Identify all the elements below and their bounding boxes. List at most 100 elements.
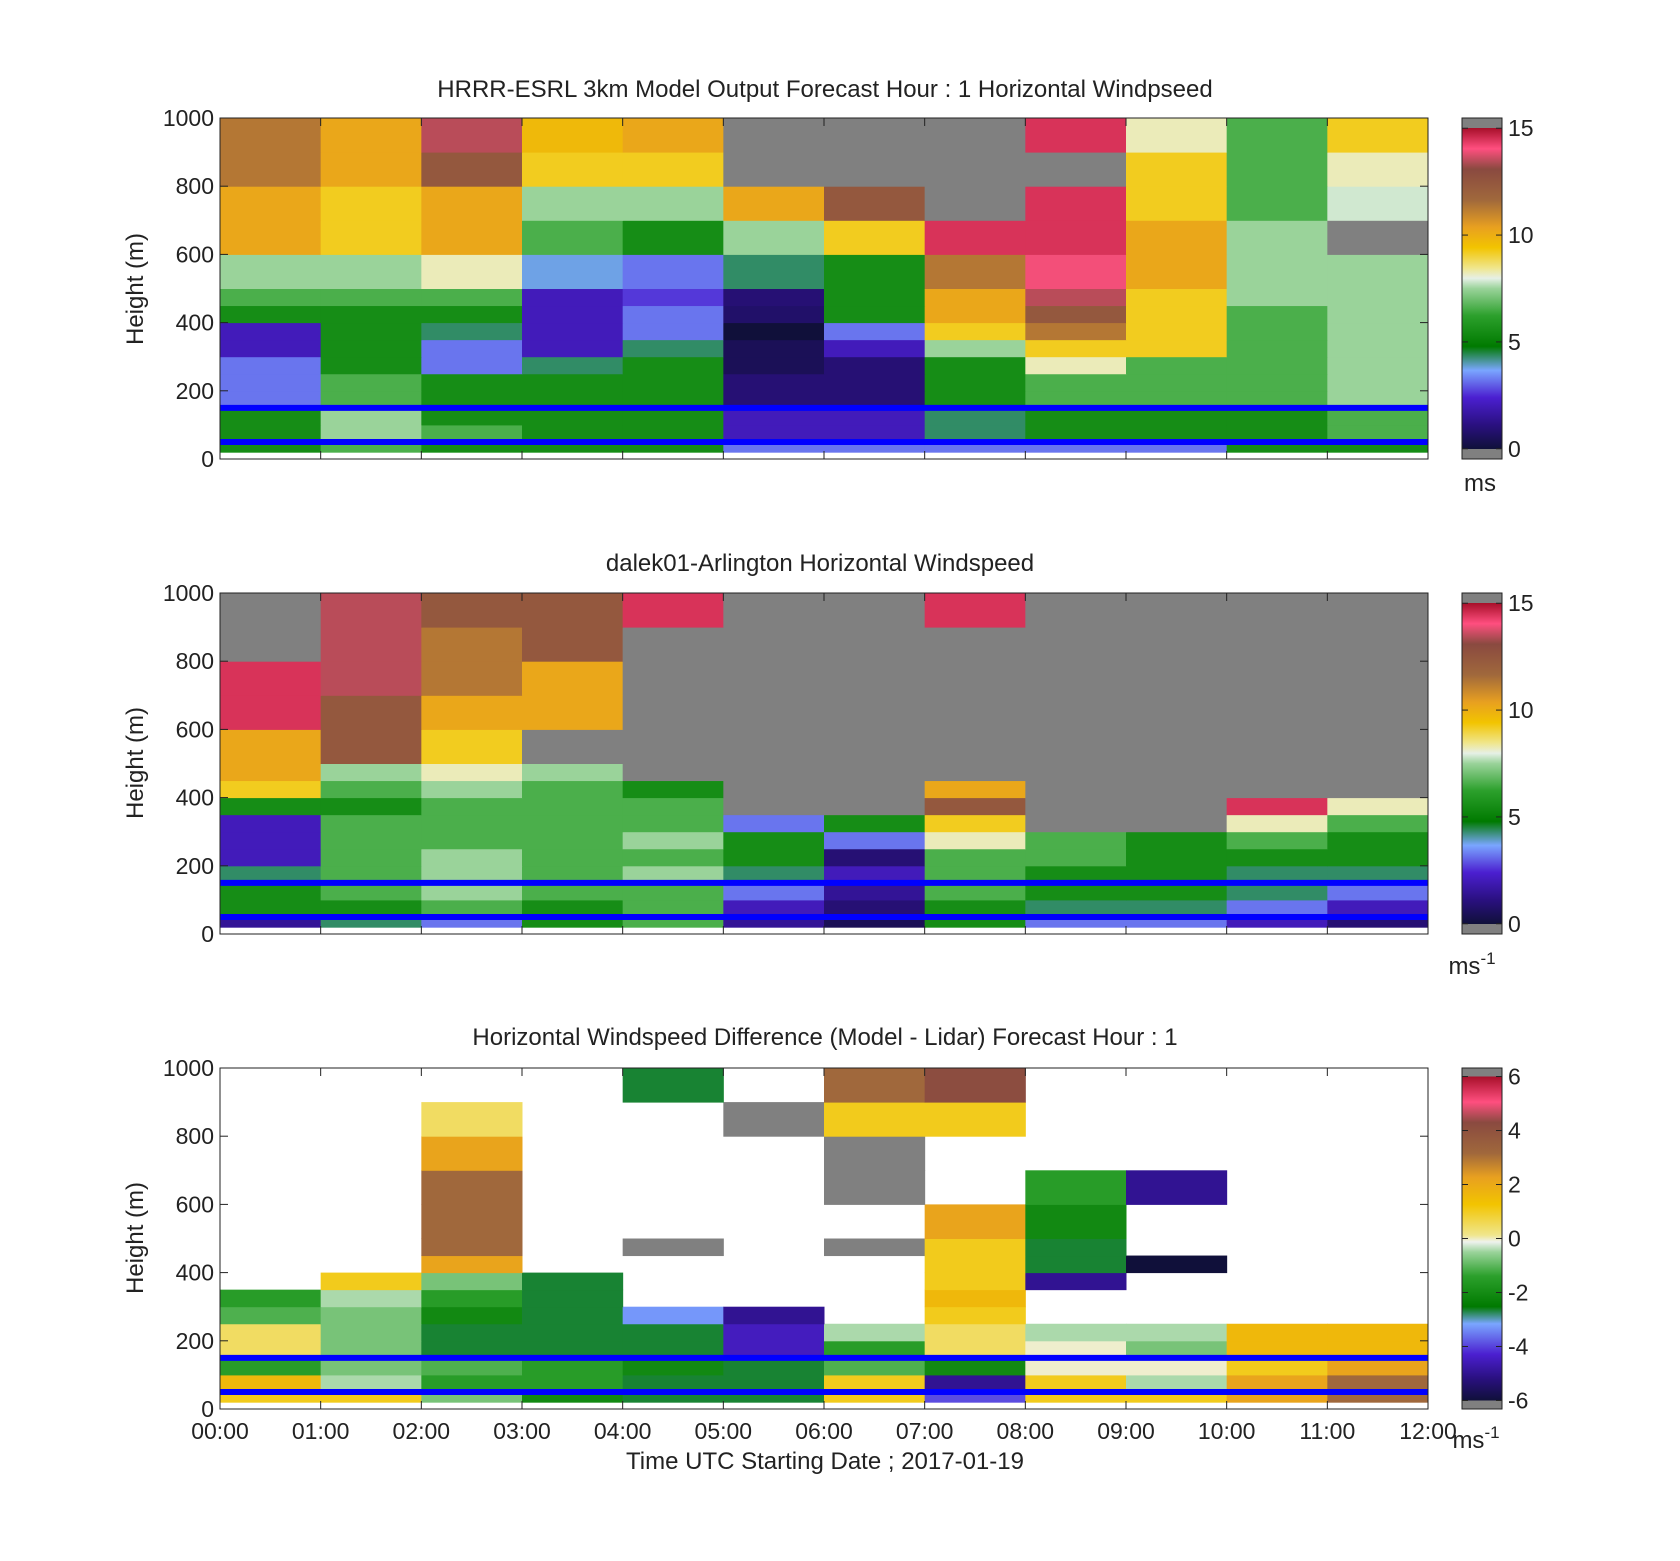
heatmap-cell [421, 848, 523, 867]
heatmap-cell [824, 797, 926, 816]
heatmap-cell [320, 899, 422, 915]
y-tick-label: 400 [176, 1260, 214, 1286]
heatmap-cell [1226, 848, 1328, 867]
heatmap-cell [320, 763, 422, 782]
y-axis-ticks: 0 200 400 600 800 1000 [163, 1055, 1428, 1422]
heatmap-cell [924, 118, 1026, 153]
heatmap-cell [1025, 814, 1127, 833]
heatmap-cell [421, 593, 523, 628]
heatmap-cell [421, 865, 523, 884]
colorbar-tick-label: 2 [1508, 1172, 1521, 1198]
heatmap-cell [1327, 899, 1429, 915]
heatmap-cell [1025, 288, 1127, 307]
heatmap-cell [1025, 1255, 1127, 1274]
heatmap-cell [320, 1306, 422, 1325]
y-axis-ticks: 0 200 400 600 800 1000 [163, 105, 1428, 472]
heatmap-cell [220, 1340, 322, 1359]
heatmap-cell [1226, 339, 1328, 358]
heatmap-cell [824, 407, 926, 426]
heatmap-cell [1226, 1340, 1328, 1359]
heatmap-cell [421, 356, 523, 375]
heatmap-cell [522, 899, 624, 915]
heatmap-cell [924, 882, 1026, 901]
heatmap-cell [622, 627, 724, 662]
heatmap-cell [824, 831, 926, 850]
heatmap-cell [320, 390, 422, 409]
heatmap-cell [622, 882, 724, 901]
heatmap-cell [522, 831, 624, 850]
x-tick-label: 07:00 [896, 1418, 954, 1444]
heatmap-cell [522, 152, 624, 187]
heatmap-cell [1327, 695, 1429, 730]
x-tick-label: 09:00 [1097, 1418, 1155, 1444]
heatmap-cell [723, 1306, 825, 1325]
heatmap-cell [924, 780, 1026, 799]
heatmap-cell [1025, 339, 1127, 358]
heatmap-cell [522, 305, 624, 324]
colorbar-ticks: 0 5 10 15 [1462, 590, 1534, 937]
heatmap-cell [1327, 424, 1429, 440]
heatmap-cell [220, 152, 322, 187]
heatmap-cell [1327, 322, 1429, 341]
heatmap-cell [1025, 1238, 1127, 1257]
heatmap-cell [1025, 661, 1127, 696]
heatmap-cell [1025, 1272, 1127, 1291]
x-tick-label: 01:00 [292, 1418, 350, 1444]
colorbar-tick-label: 15 [1508, 590, 1534, 616]
y-tick-label: 400 [176, 785, 214, 811]
heatmap-cell [421, 186, 523, 221]
heatmap-cell [1327, 814, 1429, 833]
heatmap-cell [1126, 1323, 1228, 1342]
heatmap-cell [824, 186, 926, 221]
heatmap-cell [320, 322, 422, 341]
heatmap-cell [522, 848, 624, 867]
heatmap-cell [622, 763, 724, 782]
x-tick-label: 00:00 [191, 1418, 249, 1444]
heatmap-cell [1126, 186, 1228, 221]
heatmap-cell [622, 356, 724, 375]
heatmap-cell [522, 593, 624, 628]
heatmap-cell [421, 305, 523, 324]
heatmap-cell [320, 729, 422, 764]
heatmap-cell [421, 1357, 523, 1376]
heatmap-cell [421, 1306, 523, 1325]
heatmap-cell [924, 848, 1026, 867]
heatmap-cell [824, 1340, 926, 1359]
heatmap-cell [924, 1238, 1026, 1257]
heatmap-cell [1327, 288, 1429, 307]
heatmap-cell [1226, 814, 1328, 833]
heatmap-cell [320, 848, 422, 867]
heatmap-cell [824, 373, 926, 392]
heatmap-cell [522, 373, 624, 392]
heatmap-cell [1226, 1323, 1328, 1342]
heatmap-cell [220, 390, 322, 409]
heatmap-cell [1226, 305, 1328, 324]
heatmap-cell [1126, 899, 1228, 915]
heatmap-cell [1327, 729, 1429, 764]
y-tick-label: 800 [176, 173, 214, 199]
heatmap-cell [320, 865, 422, 884]
heatmap-cell [1226, 373, 1328, 392]
heatmap-cell [1025, 1374, 1127, 1390]
heatmap-cell [723, 288, 825, 307]
heatmap-cell [1025, 780, 1127, 799]
heatmap-cell [1126, 593, 1228, 628]
heatmap-cell [320, 695, 422, 730]
heatmap-cell [220, 593, 322, 628]
heatmap-cell [1226, 390, 1328, 409]
heatmap-cell [824, 661, 926, 696]
heatmap-cell [1025, 407, 1127, 426]
heatmap-cell [522, 729, 624, 764]
heatmap-cell [824, 865, 926, 884]
heatmap-cell [924, 1272, 1026, 1291]
colorbar-ticks: 0 5 10 15 [1462, 115, 1534, 462]
heatmap-cell [522, 1289, 624, 1308]
heatmap-cell [220, 899, 322, 915]
heatmap-cell [1025, 1170, 1127, 1205]
heatmap-cell [1126, 1357, 1228, 1376]
heatmap-cell [1126, 152, 1228, 187]
heatmap-cell [924, 1357, 1026, 1376]
heatmap-cell [522, 1340, 624, 1359]
heatmap-cell [1327, 848, 1429, 867]
heatmap-cell [723, 763, 825, 782]
